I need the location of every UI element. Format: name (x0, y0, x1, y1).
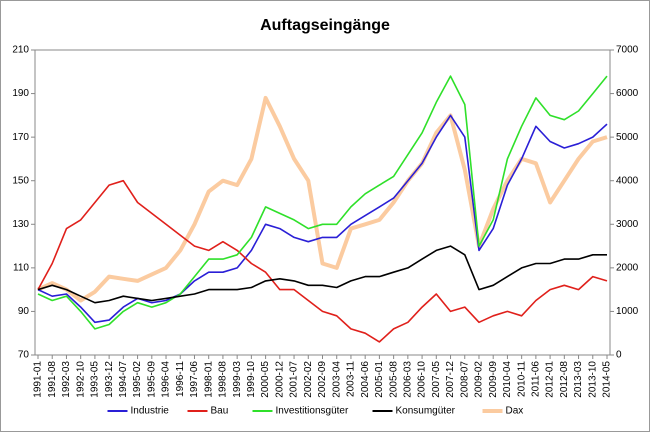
x-tick-label: 2006-10 (417, 361, 428, 398)
y2-tick-label: 6000 (616, 88, 639, 99)
x-tick-label: 2007-12 (445, 361, 456, 398)
y-tick-label: 150 (12, 175, 29, 186)
x-tick-label: 2012-08 (559, 361, 570, 398)
x-tick-label: 1993-05 (90, 361, 101, 398)
x-tick-label: 2014-05 (602, 361, 613, 398)
y2-tick-label: 5000 (616, 132, 639, 143)
legend-label: Bau (211, 406, 229, 417)
y2-tick-label: 4000 (616, 175, 639, 186)
x-tick-label: 2006-03 (402, 361, 413, 398)
x-tick-label: 2012-01 (545, 361, 556, 398)
y-tick-label: 110 (13, 262, 29, 273)
y2-tick-label: 2000 (616, 262, 639, 273)
x-tick-label: 2009-02 (474, 361, 485, 398)
legend-label: Investitionsgüter (276, 406, 349, 417)
y2-tick-label: 0 (616, 350, 622, 361)
legend-label: Industrie (131, 406, 170, 417)
x-tick-label: 2000-12 (274, 361, 285, 398)
x-tick-label: 2002-02 (303, 361, 314, 398)
x-tick-label: 2003-04 (331, 361, 342, 398)
legend-label: Konsumgüter (396, 406, 456, 417)
y-tick-label: 130 (12, 219, 29, 230)
x-tick-label: 2001-07 (289, 361, 300, 398)
series-line (37, 75, 608, 330)
x-tick-label: 2003-11 (346, 361, 357, 397)
y2-tick-label: 7000 (616, 45, 639, 56)
y-tick-label: 90 (18, 306, 30, 317)
y-tick-label: 210 (12, 45, 29, 56)
series-line (37, 114, 608, 324)
x-tick-label: 2010-04 (502, 361, 513, 398)
x-tick-label: 1998-08 (218, 361, 229, 398)
x-tick-label: 1996-11 (175, 361, 186, 397)
legend-label: Dax (506, 406, 524, 417)
y2-tick-label: 3000 (616, 219, 639, 230)
x-tick-label: 1992-10 (75, 361, 86, 398)
x-tick-label: 1991-08 (47, 361, 58, 398)
x-tick-label: 2005-01 (374, 361, 385, 398)
x-tick-label: 1999-03 (232, 361, 243, 398)
x-tick-label: 2007-05 (431, 361, 442, 398)
x-tick-label: 2013-03 (573, 361, 584, 398)
y-tick-label: 190 (12, 88, 29, 99)
x-tick-label: 1993-12 (104, 361, 115, 398)
x-tick-label: 2010-11 (516, 361, 527, 397)
x-tick-label: 1995-02 (132, 361, 143, 398)
y-tick-label: 170 (12, 132, 29, 143)
x-tick-label: 1991-01 (33, 361, 44, 398)
x-tick-label: 1999-10 (246, 361, 257, 398)
x-tick-label: 2011-06 (531, 361, 542, 397)
x-tick-label: 1996-04 (161, 361, 172, 398)
x-tick-label: 2013-10 (587, 361, 598, 398)
series-line (37, 245, 607, 304)
x-tick-label: 1997-06 (189, 361, 200, 398)
x-tick-label: 2005-08 (388, 361, 399, 398)
y-tick-label: 70 (18, 350, 30, 361)
x-tick-label: 2002-09 (317, 361, 328, 398)
x-tick-label: 1995-09 (146, 361, 157, 398)
x-tick-label: 2008-07 (459, 361, 470, 398)
series-line (37, 95, 608, 303)
chart-title: Auftagseingänge (260, 17, 390, 34)
x-tick-label: 2000-05 (260, 361, 271, 398)
y2-tick-label: 1000 (616, 306, 639, 317)
x-tick-label: 1994-07 (118, 361, 129, 398)
series-line (37, 179, 608, 343)
x-tick-label: 2004-06 (360, 361, 371, 398)
x-tick-label: 1998-01 (203, 361, 214, 398)
x-tick-label: 2009-09 (488, 361, 499, 398)
x-tick-label: 1992-03 (61, 361, 72, 398)
